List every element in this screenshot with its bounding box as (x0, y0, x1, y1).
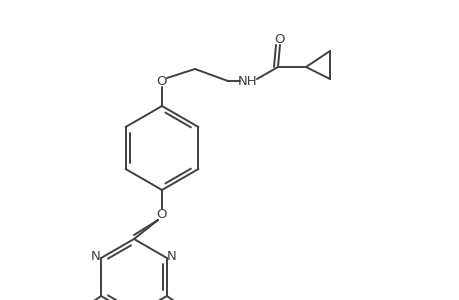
Text: O: O (157, 74, 167, 88)
Text: O: O (157, 208, 167, 221)
Text: NH: NH (238, 74, 257, 88)
Text: N: N (167, 250, 176, 262)
Text: N: N (91, 250, 101, 262)
Text: O: O (274, 32, 285, 46)
